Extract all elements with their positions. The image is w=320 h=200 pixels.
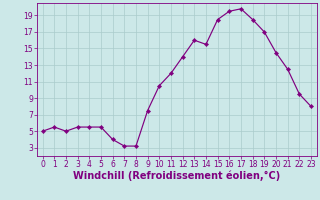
X-axis label: Windchill (Refroidissement éolien,°C): Windchill (Refroidissement éolien,°C) [73, 170, 280, 181]
